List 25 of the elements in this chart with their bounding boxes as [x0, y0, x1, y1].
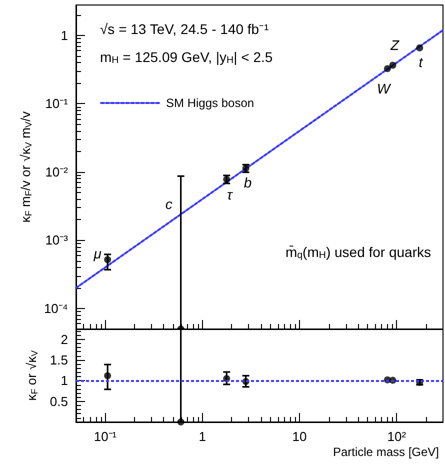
x-tick-label: 1: [198, 429, 206, 444]
y-tick-label: 1: [60, 373, 68, 388]
y-axis-title: κF or √κV: [24, 349, 40, 401]
y-tick-label: 10⁻³: [45, 232, 69, 248]
x-tick-label: 10⁻¹: [94, 429, 118, 444]
annotation: τ: [227, 186, 234, 202]
x-axis-title: Particle mass [GeV]: [332, 445, 439, 459]
annotation: μ: [92, 246, 102, 262]
y-tick-label: 0.5: [50, 394, 68, 409]
annotation: t: [418, 54, 424, 70]
y-tick-label: 10⁻²: [45, 164, 69, 180]
annotation: W: [376, 80, 392, 97]
y-tick-label: 10⁻⁴: [44, 300, 68, 316]
annotation: Z: [389, 37, 400, 54]
annotation: √s = 13 TeV, 24.5 - 140 fb⁻¹: [100, 21, 270, 37]
y-tick-label: 2: [60, 332, 68, 347]
y-tick-label: 10⁻¹: [45, 96, 69, 112]
annotation: b: [244, 174, 252, 190]
y-tick-label: 1: [60, 28, 68, 44]
x-tick-label: 10²: [387, 429, 407, 444]
annotation: c: [165, 196, 172, 212]
legend-label: SM Higgs boson: [166, 96, 254, 110]
x-tick-label: 10: [292, 429, 307, 444]
text: κF mF/v or √κV mV/v: [18, 111, 34, 223]
y-tick-label: 1.5: [50, 352, 68, 368]
